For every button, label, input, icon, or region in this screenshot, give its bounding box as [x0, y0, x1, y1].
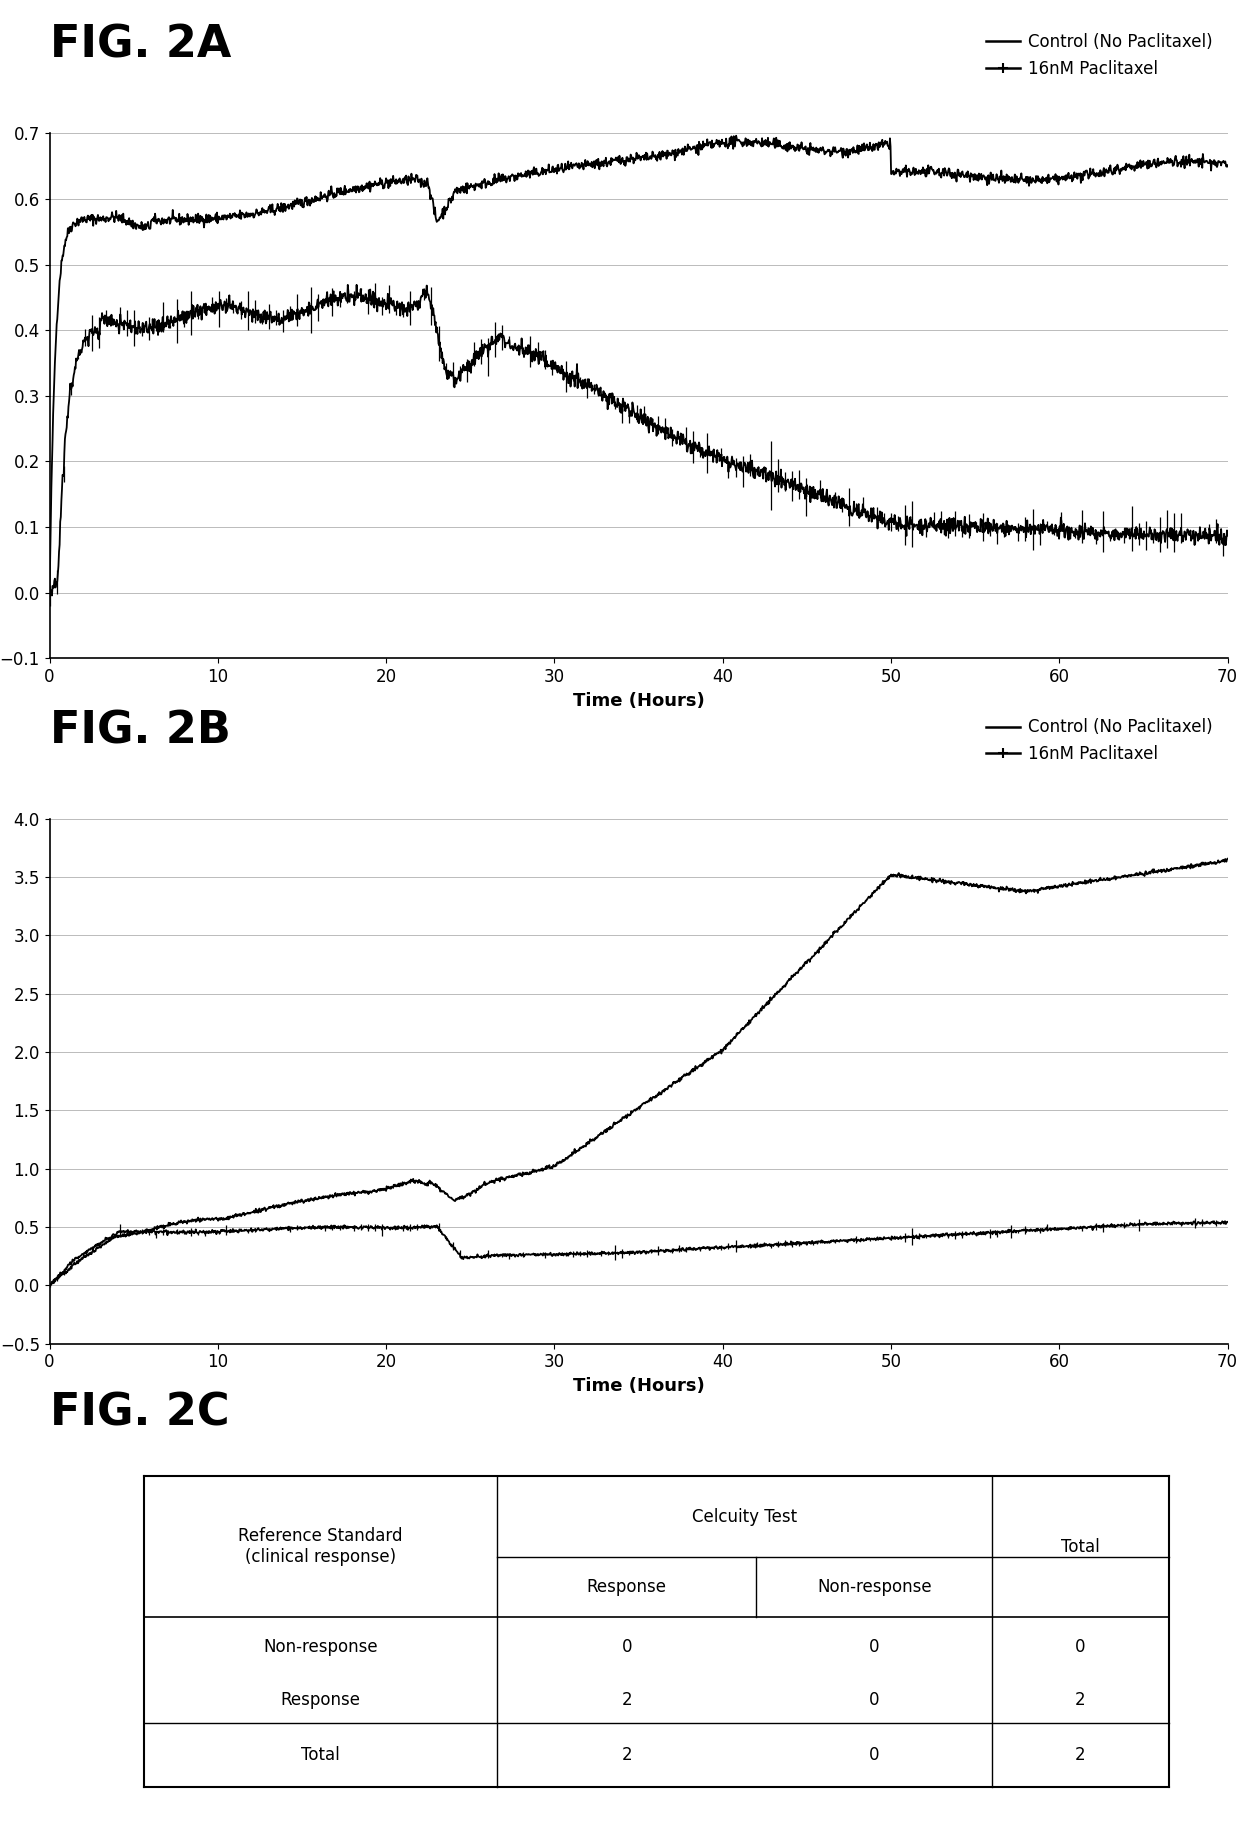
Text: 0: 0: [869, 1746, 879, 1765]
Text: FIG. 2A: FIG. 2A: [50, 24, 231, 67]
Text: 0: 0: [1075, 1639, 1085, 1657]
Text: 2: 2: [1075, 1692, 1086, 1710]
Text: 0: 0: [869, 1639, 879, 1657]
Text: Reference Standard
(clinical response): Reference Standard (clinical response): [238, 1528, 403, 1566]
Text: 2: 2: [1075, 1746, 1086, 1765]
Text: 2: 2: [621, 1692, 632, 1710]
X-axis label: Time (Hours): Time (Hours): [573, 1376, 704, 1395]
Text: Non-response: Non-response: [817, 1579, 931, 1597]
Legend: Control (No Paclitaxel), 16nM Paclitaxel: Control (No Paclitaxel), 16nM Paclitaxel: [980, 711, 1219, 769]
Text: Celcuity Test: Celcuity Test: [692, 1508, 797, 1526]
Text: FIG. 2B: FIG. 2B: [50, 709, 231, 753]
Text: Total: Total: [301, 1746, 340, 1765]
Text: 0: 0: [621, 1639, 632, 1657]
Text: FIG. 2C: FIG. 2C: [50, 1393, 229, 1435]
Text: Response: Response: [587, 1579, 667, 1597]
X-axis label: Time (Hours): Time (Hours): [573, 691, 704, 709]
Text: 0: 0: [869, 1692, 879, 1710]
Text: Total: Total: [1061, 1537, 1100, 1555]
Text: 2: 2: [621, 1746, 632, 1765]
Legend: Control (No Paclitaxel), 16nM Paclitaxel: Control (No Paclitaxel), 16nM Paclitaxel: [980, 27, 1219, 84]
Text: Response: Response: [280, 1692, 361, 1710]
Text: Non-response: Non-response: [263, 1639, 378, 1657]
